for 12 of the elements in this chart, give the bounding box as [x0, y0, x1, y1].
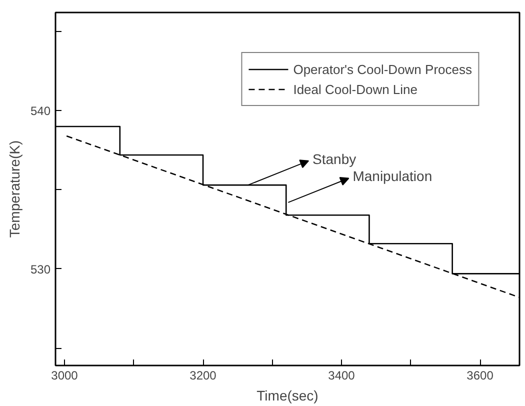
x-tick-label: 3600 — [466, 368, 494, 382]
y-axis-title: Temperature(K) — [6, 140, 22, 238]
annotation: Stanby — [312, 150, 356, 167]
x-tick-label: 3000 — [51, 368, 78, 382]
y-tick-label: 540 — [30, 104, 51, 118]
legend-label: Operator's Cool-Down Process — [293, 61, 472, 77]
x-axis-title: Time(sec) — [256, 388, 318, 404]
legend-label: Ideal Cool-Down Line — [293, 81, 418, 97]
annotation: Manipulation — [352, 168, 432, 184]
y-tick-label: 530 — [30, 262, 51, 276]
x-tick-label: 3200 — [190, 368, 217, 382]
x-tick-label: 3400 — [328, 368, 356, 382]
